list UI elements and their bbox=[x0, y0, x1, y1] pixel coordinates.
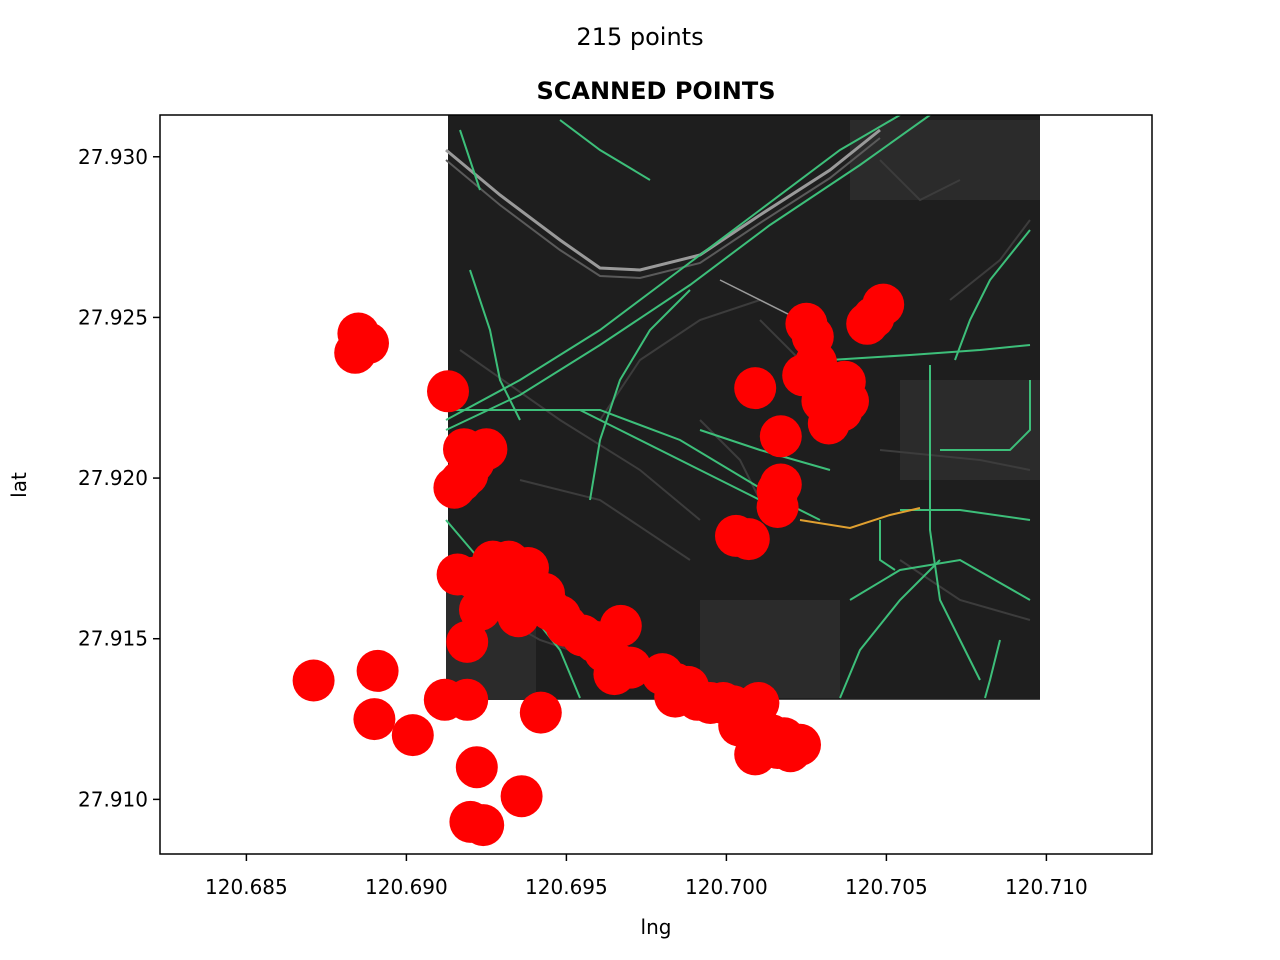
map-minor-road bbox=[599, 299, 761, 421]
map-minor-road bbox=[699, 419, 761, 501]
map-minor-road bbox=[519, 479, 691, 561]
map-road bbox=[469, 269, 521, 421]
map-road bbox=[849, 558, 1031, 601]
x-tick-label: 120.705 bbox=[845, 875, 928, 899]
scatter-point bbox=[500, 775, 543, 818]
scatter-point bbox=[769, 730, 812, 773]
x-tick-label: 120.695 bbox=[525, 875, 608, 899]
scatter-point bbox=[862, 283, 905, 326]
map-road bbox=[445, 115, 931, 431]
map-block bbox=[900, 380, 1040, 480]
map-road bbox=[954, 229, 1031, 361]
scatter-point bbox=[807, 402, 850, 445]
scatter-point bbox=[356, 649, 399, 692]
map-road bbox=[579, 409, 761, 501]
scatter-point bbox=[727, 518, 770, 561]
map-minor-road bbox=[949, 219, 1031, 301]
x-tick-label: 120.690 bbox=[365, 875, 448, 899]
scatter-point bbox=[497, 595, 540, 638]
scatter-points bbox=[292, 283, 905, 847]
map-highway bbox=[445, 137, 881, 280]
y-tick-label: 27.910 bbox=[78, 787, 148, 811]
axes-frame bbox=[159, 114, 1153, 855]
scatter-point bbox=[353, 698, 396, 741]
x-tick-label: 120.710 bbox=[1005, 875, 1088, 899]
scatter-point bbox=[759, 415, 802, 458]
scatter-point bbox=[427, 370, 469, 413]
map-highway bbox=[445, 128, 881, 272]
map-highlight-road bbox=[799, 507, 921, 530]
scatter-point bbox=[446, 620, 489, 663]
y-tick-label: 27.915 bbox=[78, 627, 148, 651]
scatter-point bbox=[292, 659, 335, 702]
x-axis-ticks: 120.685 120.690 120.695 120.700 120.705 120.7… bbox=[205, 854, 1088, 899]
x-tick-label: 120.700 bbox=[685, 875, 768, 899]
map-road bbox=[589, 289, 691, 501]
y-axis-label: lat bbox=[7, 472, 31, 498]
map-minor-road bbox=[879, 159, 961, 202]
scatter-point bbox=[593, 653, 636, 696]
scatter-point bbox=[334, 331, 377, 374]
map-road bbox=[879, 520, 896, 571]
scatter-point bbox=[519, 691, 562, 734]
scatter-point bbox=[446, 678, 489, 721]
x-tick-label: 120.685 bbox=[205, 875, 288, 899]
scatter-point bbox=[455, 746, 498, 789]
map-road bbox=[559, 119, 651, 181]
plot-area bbox=[292, 115, 1040, 847]
figure-suptitle: 215 points bbox=[576, 23, 703, 51]
map-minor-road bbox=[879, 449, 1031, 471]
chart-title: SCANNED POINTS bbox=[537, 77, 776, 105]
scatter-point bbox=[391, 714, 434, 757]
map-road bbox=[445, 115, 901, 421]
map-road bbox=[839, 559, 941, 699]
map-minor-road bbox=[899, 559, 1031, 621]
map-road bbox=[699, 429, 831, 471]
map-road bbox=[459, 129, 481, 191]
scatter-point bbox=[446, 453, 489, 496]
map-road bbox=[900, 509, 1031, 521]
scatter-point bbox=[462, 804, 505, 847]
y-tick-label: 27.920 bbox=[78, 466, 148, 490]
y-axis-ticks: 27.910 27.915 27.920 27.925 27.930 bbox=[78, 145, 160, 811]
x-axis-label: lng bbox=[641, 915, 672, 939]
y-tick-label: 27.925 bbox=[78, 305, 148, 329]
scatter-point bbox=[734, 733, 777, 776]
map-block bbox=[700, 600, 840, 698]
map-road bbox=[940, 380, 1031, 451]
map-road bbox=[984, 639, 1001, 699]
scatter-point bbox=[759, 463, 802, 506]
scatter-point bbox=[734, 367, 777, 410]
y-tick-label: 27.930 bbox=[78, 145, 148, 169]
map-road bbox=[829, 344, 1031, 361]
